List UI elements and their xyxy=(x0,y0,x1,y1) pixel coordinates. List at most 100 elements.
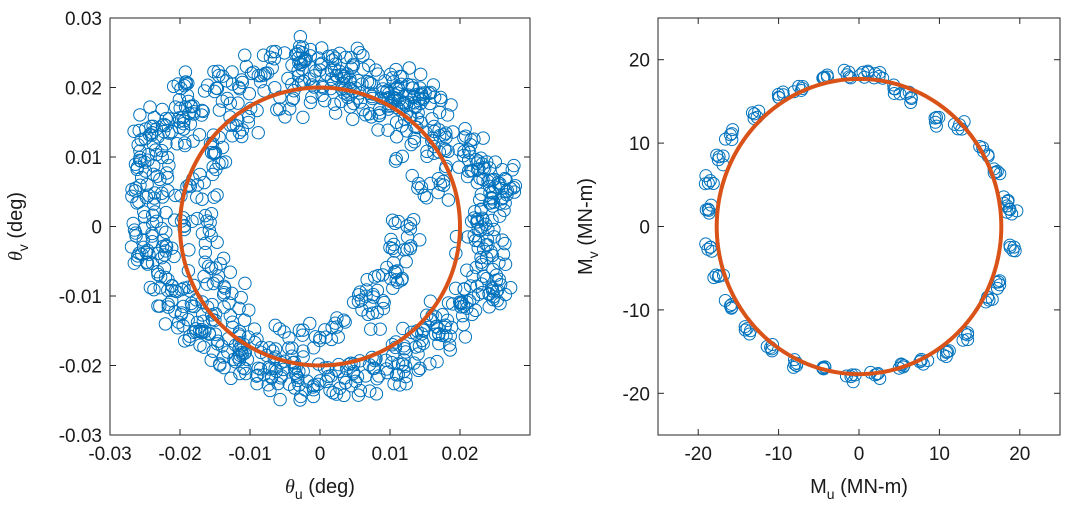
theta-data-point xyxy=(476,269,491,283)
theta-data-point xyxy=(157,261,172,275)
theta-data-point xyxy=(165,241,179,255)
theta-data-point xyxy=(441,193,456,207)
theta-data-point xyxy=(348,374,363,389)
theta-data-point xyxy=(212,103,227,117)
theta-data-point xyxy=(186,134,200,148)
moment-data-point xyxy=(725,133,739,147)
theta-data-point xyxy=(493,209,507,223)
theta-data-point xyxy=(151,267,165,282)
theta-data-point xyxy=(250,376,264,391)
theta-data-point xyxy=(445,297,460,311)
theta-data-point xyxy=(404,137,418,152)
theta-data-point xyxy=(213,357,227,371)
theta-data-point xyxy=(208,327,223,341)
theta-data-point xyxy=(364,76,378,91)
theta-data-point xyxy=(385,338,400,352)
theta-data-point xyxy=(366,287,380,302)
theta-data-point xyxy=(363,298,377,312)
theta-data-point xyxy=(247,322,262,336)
moment-data-point xyxy=(699,237,713,251)
theta-data-point xyxy=(159,111,173,126)
moment-y-tick-label: -20 xyxy=(623,384,650,405)
theta-data-point xyxy=(370,305,384,319)
theta-data-point xyxy=(399,376,413,391)
theta-scatter-panel: -0.03 -0.02 -0.01 0 0.01 0.02 -0.03 -0.02 -0.01 0… xyxy=(5,9,531,502)
theta-data-point xyxy=(162,112,177,126)
theta-data-point xyxy=(235,345,249,360)
theta-data-point xyxy=(469,152,483,167)
theta-data-point xyxy=(159,239,174,254)
moment-data-point xyxy=(904,91,918,105)
theta-data-point xyxy=(311,51,326,65)
theta-data-point xyxy=(428,327,443,341)
theta-data-point xyxy=(148,205,162,219)
theta-data-point xyxy=(184,99,198,113)
moment-data-point xyxy=(738,323,752,337)
theta-data-point xyxy=(402,61,416,75)
theta-data-point xyxy=(211,64,225,78)
moment-x-tick-label: 0 xyxy=(854,444,865,465)
theta-data-point xyxy=(331,330,345,344)
moment-fit-circle xyxy=(714,76,1004,377)
theta-data-point xyxy=(159,225,173,239)
theta-data-point xyxy=(223,265,237,279)
theta-data-point xyxy=(145,256,160,270)
moment-data-point xyxy=(973,139,987,153)
moment-data-point xyxy=(702,203,716,217)
theta-data-point xyxy=(476,131,490,145)
theta-data-point xyxy=(193,338,207,352)
theta-data-point xyxy=(296,323,310,337)
theta-data-point xyxy=(296,110,310,124)
theta-data-point xyxy=(216,69,230,83)
theta-data-point xyxy=(149,122,164,136)
theta-data-point xyxy=(251,361,265,375)
theta-data-point xyxy=(168,188,183,203)
theta-data-point xyxy=(480,232,495,247)
theta-data-point xyxy=(204,353,218,367)
theta-y-tick-label: -0.03 xyxy=(59,426,102,447)
theta-data-point xyxy=(503,281,518,295)
theta-x-tick-label: 0 xyxy=(315,444,326,465)
theta-data-point xyxy=(182,332,196,347)
theta-data-point xyxy=(139,246,154,260)
theta-data-point xyxy=(369,387,384,401)
moment-data-point xyxy=(701,176,715,190)
theta-data-point xyxy=(397,341,412,356)
theta-data-point xyxy=(389,62,403,77)
theta-data-point xyxy=(419,191,434,205)
theta-data-point xyxy=(253,74,268,89)
theta-data-point xyxy=(443,343,457,357)
theta-data-point xyxy=(407,99,422,113)
theta-data-point xyxy=(162,126,176,140)
moment-data-point xyxy=(710,148,724,162)
theta-data-point xyxy=(390,130,404,144)
theta-data-point xyxy=(198,245,213,260)
theta-data-point xyxy=(386,281,400,295)
theta-data-point xyxy=(403,241,418,256)
theta-data-point xyxy=(330,68,344,83)
theta-data-point xyxy=(432,129,447,143)
theta-data-point xyxy=(324,369,338,383)
theta-data-point xyxy=(201,259,216,273)
theta-data-point xyxy=(137,221,152,236)
theta-data-point xyxy=(148,186,162,200)
theta-data-point xyxy=(157,117,171,132)
theta-data-point xyxy=(360,273,374,287)
theta-data-point xyxy=(407,135,422,149)
theta-data-point xyxy=(387,237,401,252)
theta-data-point xyxy=(393,378,407,392)
moment-y-tick-label: 20 xyxy=(629,51,650,72)
theta-data-point xyxy=(216,287,231,302)
theta-data-point xyxy=(270,102,284,117)
theta-data-point xyxy=(130,253,145,267)
moment-data-point xyxy=(990,281,1004,295)
theta-data-point xyxy=(435,308,450,322)
theta-y-tick-label: 0 xyxy=(91,218,102,239)
theta-data-point xyxy=(340,67,354,81)
moment-data-point xyxy=(752,104,766,118)
theta-data-point xyxy=(128,184,142,198)
theta-data-point xyxy=(295,46,310,60)
theta-data-point xyxy=(487,222,501,237)
theta-data-point xyxy=(242,303,256,317)
theta-data-point xyxy=(207,190,221,204)
